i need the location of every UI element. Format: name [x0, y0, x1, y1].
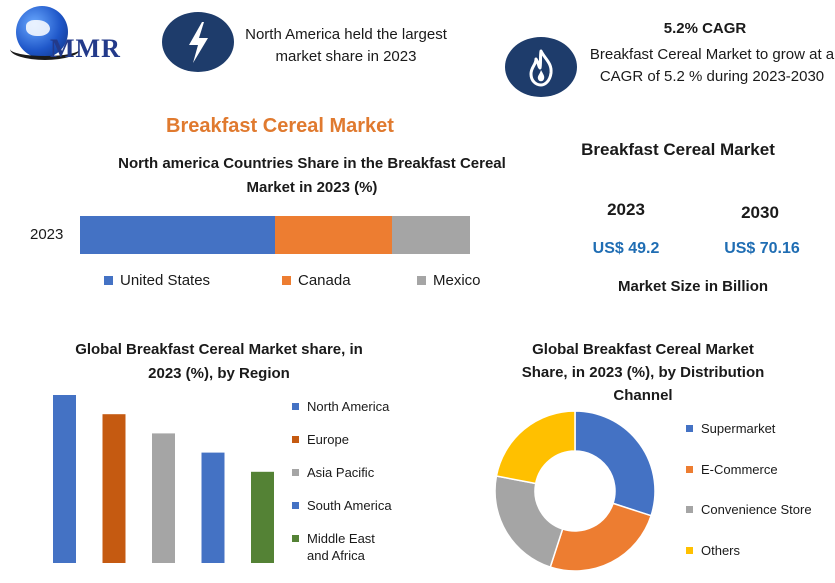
slice-convenience-store [494, 475, 564, 569]
legend-south-america: South America [292, 497, 402, 530]
flame-badge [505, 37, 577, 97]
market-size-caption: Market Size in Billion [617, 278, 769, 295]
main-title: Breakfast Cereal Market [166, 115, 394, 137]
bar-segment-united-states [80, 216, 275, 254]
stacked-chart-title: North america Countries Share in the Bre… [118, 155, 506, 196]
legend-label: Europe [307, 432, 349, 447]
legend-others: Others [686, 542, 826, 583]
bar-north-america [53, 395, 76, 563]
legend-north-america: North America [292, 398, 402, 431]
mmr-logo: MMR [10, 4, 135, 68]
legend-label: Canada [298, 272, 351, 289]
slice-others [495, 410, 576, 485]
legend-swatch [292, 469, 299, 476]
legend-convenience-store: Convenience Store [686, 501, 826, 542]
legend-swatch [417, 276, 426, 285]
legend-middle-east-africa: Middle East and Africa [292, 530, 382, 564]
legend-canada: Canada [282, 272, 351, 289]
legend-swatch [292, 535, 299, 542]
legend-asia-pacific: Asia Pacific [292, 464, 402, 497]
logo-swoosh [10, 38, 80, 60]
logo-text: MMR [50, 34, 121, 63]
legend-mexico: Mexico [417, 272, 481, 289]
legend-label: Supermarket [701, 421, 776, 436]
bar-segment-canada [275, 216, 392, 254]
legend-label: Mexico [433, 272, 481, 289]
bar-segment-mexico [392, 216, 470, 254]
legend-swatch [292, 403, 299, 410]
stacked-bar-chart [80, 216, 470, 254]
legend-swatch [292, 436, 299, 443]
slice-e-commerce [549, 502, 653, 572]
legend-label: South America [307, 498, 392, 513]
legend-e-commerce: E-Commerce [686, 461, 826, 502]
legend-swatch [686, 506, 693, 513]
legend-swatch [686, 546, 693, 554]
legend-europe: Europe [292, 431, 402, 464]
legend-swatch [282, 276, 291, 285]
legend-swatch [292, 502, 299, 509]
lightning-icon [189, 22, 208, 63]
bar-asia-pacific [152, 433, 175, 563]
cagr-text: Breakfast Cereal Market to grow at a CAG… [589, 46, 835, 85]
legend-label: Middle East and Africa [307, 531, 375, 563]
cagr-title: 5.2% CAGR [663, 20, 747, 37]
stacked-category-label: 2023 [30, 226, 64, 243]
bar-middle-east-and-africa [251, 471, 274, 563]
legend-united-states: United States [104, 272, 210, 289]
value-2023: US$ 49.2 [592, 240, 660, 257]
region-legend: North America Europe Asia Pacific South … [292, 398, 402, 564]
legend-label: Asia Pacific [307, 465, 375, 480]
year-2023: 2023 [607, 200, 645, 219]
bar-south-america [201, 452, 225, 563]
north-america-stat: North America held the largest market sh… [245, 26, 447, 65]
legend-swatch [686, 465, 693, 473]
bar-europe [102, 414, 126, 563]
channel-chart-title: Global Breakfast Cereal Market Share, in… [521, 341, 765, 404]
channel-donut-chart [494, 410, 656, 572]
legend-label: E-Commerce [701, 461, 778, 477]
legend-label: North America [307, 399, 390, 414]
legend-swatch [686, 425, 693, 432]
legend-label: Convenience Store [701, 502, 812, 517]
year-2030: 2030 [741, 203, 779, 222]
lightning-badge [162, 12, 234, 72]
flame-icon [529, 49, 553, 87]
legend-label: Others [701, 542, 741, 558]
region-bar-chart [53, 395, 274, 563]
legend-label: United States [120, 272, 211, 289]
legend-supermarket: Supermarket [686, 420, 826, 461]
market-size-title: Breakfast Cereal Market [581, 140, 775, 159]
legend-swatch [104, 276, 113, 285]
slice-supermarket [574, 410, 656, 517]
value-2030: US$ 70.16 [724, 240, 800, 257]
region-chart-title: Global Breakfast Cereal Market share, in… [75, 341, 363, 382]
channel-legend: Supermarket E-Commerce Convenience Store… [686, 420, 826, 582]
